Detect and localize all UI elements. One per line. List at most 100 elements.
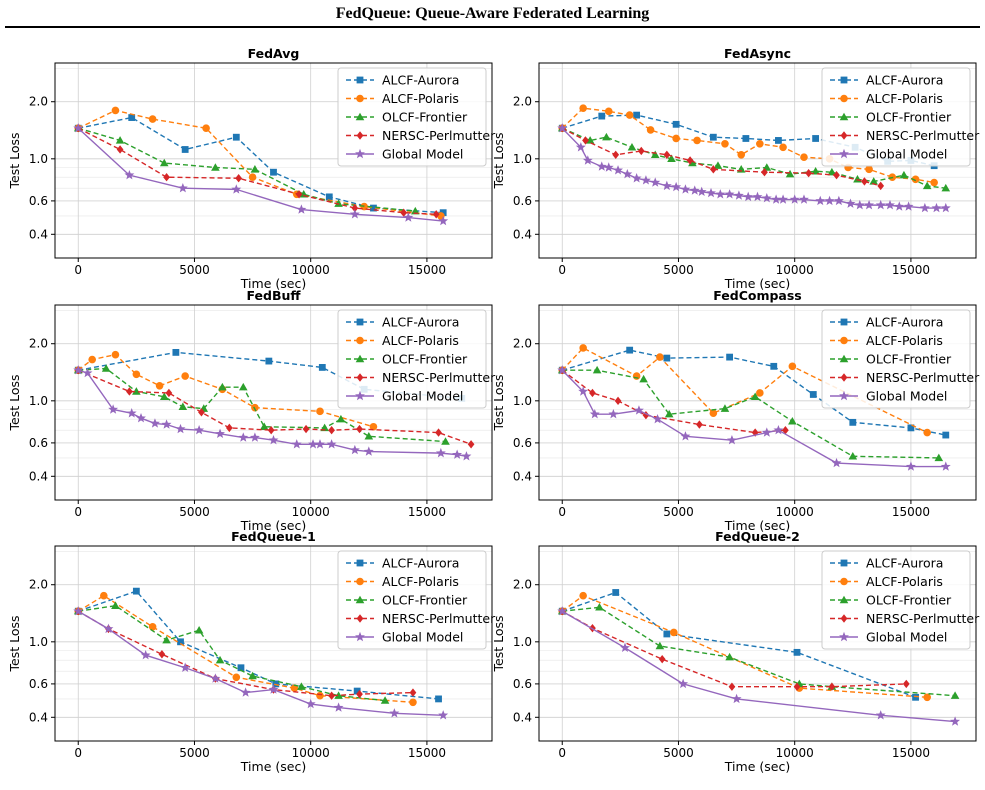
legend-marker: [840, 578, 848, 586]
chart-title: FedQueue-1: [231, 529, 316, 544]
legend-label: ALCF-Polaris: [866, 574, 943, 589]
x-tick-label: 15000: [892, 746, 930, 760]
data-point: [182, 146, 189, 153]
legend-label: ALCF-Polaris: [382, 91, 459, 106]
y-tick-label: 1.0: [513, 152, 532, 166]
data-point: [663, 355, 670, 362]
legend-label: ALCF-Aurora: [866, 556, 943, 571]
y-tick-label: 0.4: [513, 710, 532, 724]
y-tick-label: 2.0: [29, 578, 48, 592]
y-axis-label: Test Loss: [491, 615, 506, 672]
chart-title: FedBuff: [246, 288, 301, 303]
legend: ALCF-Aurora ALCF-Polaris OLCF-Frontier NERS…: [338, 310, 496, 408]
x-tick-label: 10000: [292, 505, 330, 519]
x-axis-label: Time (sec): [240, 759, 306, 774]
legend-label: ALCF-Polaris: [866, 333, 943, 348]
data-point: [726, 354, 733, 361]
data-point: [233, 134, 240, 141]
data-point: [656, 353, 664, 361]
data-point: [112, 107, 120, 115]
x-tick-label: 0: [558, 505, 566, 519]
y-tick-label: 0.6: [29, 436, 48, 450]
data-point: [100, 592, 108, 600]
y-tick-label: 1.0: [513, 635, 532, 649]
x-tick-label: 15000: [408, 505, 446, 519]
data-point: [775, 137, 782, 144]
y-tick-label: 0.6: [513, 436, 532, 450]
legend-label: ALCF-Polaris: [382, 574, 459, 589]
data-point: [579, 344, 587, 352]
data-point: [800, 153, 808, 161]
data-point: [88, 356, 96, 364]
data-point: [710, 409, 718, 417]
y-tick-label: 0.6: [513, 677, 532, 691]
legend: ALCF-Aurora ALCF-Polaris OLCF-Frontier NERS…: [822, 68, 980, 166]
y-axis-label: Test Loss: [491, 374, 506, 431]
legend-label: ALCF-Polaris: [382, 333, 459, 348]
data-point: [316, 692, 324, 700]
data-point: [923, 693, 931, 701]
legend-label: NERSC-Perlmutter: [382, 128, 496, 143]
chart-title: FedAsync: [724, 46, 791, 61]
legend-label: Global Model: [866, 630, 947, 645]
data-point: [779, 144, 787, 152]
x-tick-label: 5000: [663, 505, 694, 519]
data-point: [149, 115, 157, 123]
chart-title: FedQueue-2: [715, 529, 800, 544]
data-point: [626, 111, 634, 119]
legend: ALCF-Aurora ALCF-Polaris OLCF-Frontier NERS…: [822, 551, 980, 649]
legend-label: OLCF-Frontier: [866, 110, 952, 125]
y-tick-label: 2.0: [513, 578, 532, 592]
legend-label: OLCF-Frontier: [382, 593, 468, 608]
x-tick-label: 10000: [776, 746, 814, 760]
legend-label: OLCF-Frontier: [382, 352, 468, 367]
legend-marker: [356, 95, 364, 103]
chart-panel: 0 5000 10000 15000 0.4 0.6 1.0 2.0 FedAvg Time (s…: [7, 46, 496, 291]
legend-label: Global Model: [382, 630, 463, 645]
y-tick-label: 1.0: [29, 635, 48, 649]
x-tick-label: 15000: [892, 263, 930, 277]
legend-marker: [841, 319, 848, 326]
data-point: [742, 135, 749, 142]
data-point: [672, 135, 680, 143]
data-point: [202, 124, 210, 132]
legend-marker: [357, 77, 364, 84]
legend-label: ALCF-Aurora: [382, 556, 459, 571]
x-tick-label: 15000: [408, 263, 446, 277]
legend-label: OLCF-Frontier: [866, 352, 952, 367]
data-point: [647, 126, 655, 134]
legend-marker: [356, 337, 364, 345]
x-tick-label: 5000: [663, 263, 694, 277]
y-tick-label: 1.0: [29, 394, 48, 408]
chart-title: FedAvg: [248, 46, 300, 61]
y-tick-label: 2.0: [513, 95, 532, 109]
data-point: [865, 166, 873, 174]
y-tick-label: 0.6: [29, 194, 48, 208]
legend-label: ALCF-Aurora: [866, 315, 943, 330]
x-tick-label: 0: [74, 746, 82, 760]
data-point: [579, 104, 587, 112]
data-point: [605, 108, 613, 116]
legend-label: NERSC-Perlmutter: [382, 611, 496, 626]
x-tick-label: 0: [74, 263, 82, 277]
data-point: [693, 137, 701, 145]
data-point: [270, 169, 277, 176]
chart-panel: 0 5000 10000 150000.40.61.02.0FedQueue-2Tim…: [491, 529, 980, 774]
x-tick-label: 10000: [292, 263, 330, 277]
x-tick-label: 5000: [179, 746, 210, 760]
legend-marker: [357, 560, 364, 567]
y-tick-label: 2.0: [29, 95, 48, 109]
legend-label: ALCF-Aurora: [382, 315, 459, 330]
data-point: [756, 140, 764, 148]
data-point: [670, 629, 678, 637]
data-point: [633, 372, 641, 380]
y-tick-label: 2.0: [513, 337, 532, 351]
x-tick-label: 5000: [179, 505, 210, 519]
y-axis-label: Test Loss: [7, 615, 22, 672]
legend: ALCF-Aurora ALCF-Polaris OLCF-Frontier NERS…: [338, 68, 496, 166]
data-point: [149, 623, 157, 631]
legend-label: Global Model: [866, 389, 947, 404]
data-point: [633, 112, 640, 119]
data-point: [326, 193, 333, 200]
